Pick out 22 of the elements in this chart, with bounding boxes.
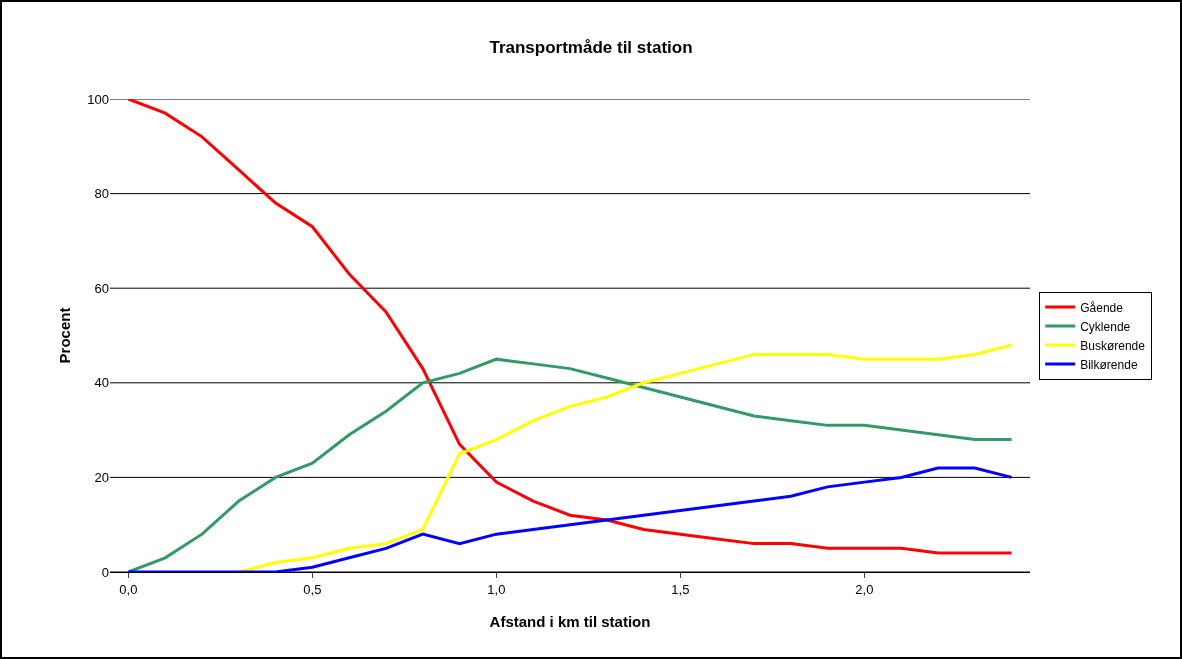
y-tick-label: 0 bbox=[101, 564, 109, 580]
x-tick-label: 1,5 bbox=[671, 581, 690, 597]
line-series bbox=[126, 466, 1014, 572]
line-series bbox=[237, 343, 1014, 572]
x-tick-label: 0,5 bbox=[303, 581, 322, 597]
legend-label: Buskørende bbox=[1080, 338, 1146, 353]
line-series bbox=[126, 99, 1014, 555]
y-axis-title: Procent bbox=[56, 307, 73, 364]
x-axis-title: Afstand i km til station bbox=[489, 613, 651, 630]
y-tick-label: 80 bbox=[94, 186, 109, 202]
line-series bbox=[126, 357, 1014, 572]
legend-label: Bilkørende bbox=[1080, 357, 1138, 372]
y-tick-label: 40 bbox=[94, 375, 109, 391]
y-tick-label: 60 bbox=[94, 280, 109, 296]
y-tick-label: 100 bbox=[87, 91, 109, 107]
legend-label: Cyklende bbox=[1080, 319, 1131, 334]
y-tick-label: 20 bbox=[94, 469, 109, 485]
chart-title: Transportmåde til station bbox=[489, 38, 693, 58]
x-tick-label: 1,0 bbox=[487, 581, 506, 597]
x-tick-label: 2,0 bbox=[855, 581, 874, 597]
x-tick-label: 0,0 bbox=[119, 581, 138, 597]
legend-label: Gående bbox=[1080, 300, 1124, 315]
